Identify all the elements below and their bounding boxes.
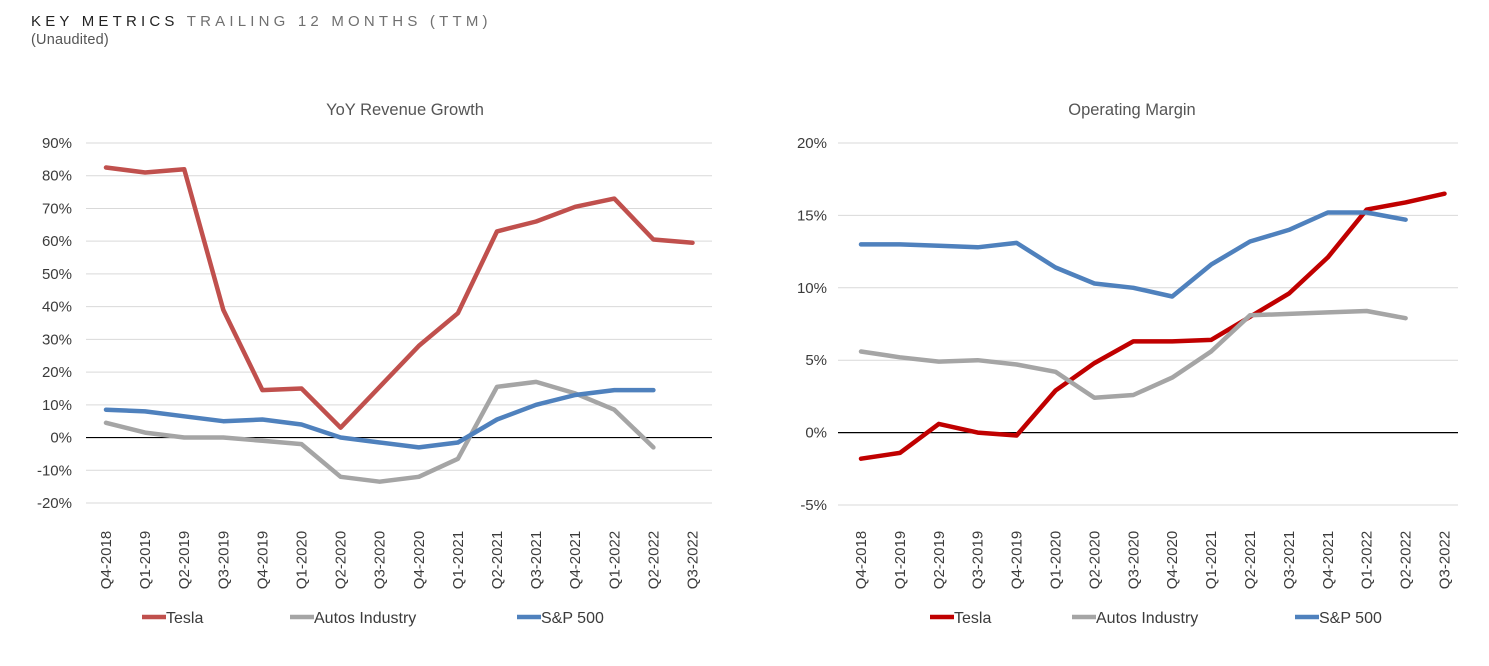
chart2-x-tick-label: Q2-2020: [1086, 531, 1103, 589]
chart2-x-tick-label: Q3-2019: [970, 531, 987, 589]
chart2-x-tick-label: Q1-2021: [1203, 531, 1220, 589]
chart2-x-tick-label: Q2-2022: [1398, 531, 1415, 589]
chart1-y-tick-label: -20%: [37, 495, 72, 512]
chart2-legend-label-s-p-500: S&P 500: [1319, 610, 1382, 627]
chart1-y-tick-label: 10%: [42, 397, 72, 414]
chart1-y-tick-label: 20%: [42, 364, 72, 381]
chart1-x-tick-label: Q2-2021: [489, 531, 506, 589]
chart2-y-tick-label: 15%: [797, 207, 827, 224]
chart1-x-tick-label: Q3-2020: [372, 531, 389, 589]
chart2-operating-margin: Operating Margin 20% 15% 10% 5% 0% -5% Q4-2018 Q…: [797, 101, 1458, 627]
chart1-y-tick-label: -10%: [37, 462, 72, 479]
chart1-y-tick-label: 40%: [42, 299, 72, 316]
chart2-x-tick-label: Q4-2018: [853, 531, 870, 589]
chart1-x-tick-label: Q4-2020: [411, 531, 428, 589]
chart2-x-tick-label: Q1-2020: [1048, 531, 1065, 589]
chart1-y-tick-label: 70%: [42, 200, 72, 217]
chart1-x-tick-label: Q2-2020: [333, 531, 350, 589]
chart2-y-tick-label: 10%: [797, 280, 827, 297]
chart2-x-tick-label: Q2-2019: [931, 531, 948, 589]
report-title-light: TRAILING 12 MONTHS (TTM): [186, 13, 492, 30]
chart2-legend-label-autos-industry: Autos Industry: [1096, 610, 1198, 627]
chart2-x-tick-label: Q1-2019: [892, 531, 909, 589]
chart1-legend-label-tesla: Tesla: [166, 610, 203, 627]
chart2-x-tick-label: Q3-2022: [1437, 531, 1454, 589]
chart1-y-tick-label: 0%: [50, 430, 72, 447]
chart1-x-tick-label: Q4-2021: [567, 531, 584, 589]
chart2-y-tick-label: 0%: [805, 425, 827, 442]
chart2-legend-label-tesla: Tesla: [954, 610, 991, 627]
chart1-y-tick-label: 50%: [42, 266, 72, 283]
report-title: KEY METRICS TRAILING 12 MONTHS (TTM): [31, 13, 492, 30]
chart1-x-tick-label: Q2-2022: [645, 531, 662, 589]
chart2-y-tick-label: 20%: [797, 135, 827, 152]
report-subtitle: (Unaudited): [31, 32, 109, 48]
chart1-x-tick-label: Q1-2022: [606, 531, 623, 589]
chart2-x-tick-label: Q4-2020: [1164, 531, 1181, 589]
chart1-x-tick-label: Q1-2019: [137, 531, 154, 589]
chart1-x-tick-label: Q4-2018: [98, 531, 115, 589]
chart2-x-tick-label: Q4-2019: [1009, 531, 1026, 589]
chart1-yoy-revenue-growth: YoY Revenue Growth 90% 80% 70% 60% 50% 40% 30% 2…: [37, 101, 712, 627]
chart1-series-s-p-500: [103, 387, 656, 450]
chart1-y-tick-label: 80%: [42, 168, 72, 185]
chart2-title: Operating Margin: [1068, 101, 1195, 119]
chart1-x-tick-label: Q2-2019: [176, 531, 193, 589]
chart2-y-tick-label: 5%: [805, 352, 827, 369]
chart1-x-tick-label: Q1-2021: [450, 531, 467, 589]
chart1-y-tick-label: 30%: [42, 331, 72, 348]
report-title-strong: KEY METRICS: [31, 13, 179, 30]
chart1-x-tick-label: Q3-2022: [685, 531, 702, 589]
chart2-series-s-p-500: [858, 210, 1408, 299]
chart2-y-tick-label: -5%: [800, 497, 827, 514]
chart2-x-tick-label: Q2-2021: [1242, 531, 1259, 589]
chart2-x-tick-label: Q4-2021: [1320, 531, 1337, 589]
chart1-x-tick-label: Q1-2020: [294, 531, 311, 589]
chart1-title: YoY Revenue Growth: [326, 101, 484, 119]
chart1-x-tick-label: Q3-2019: [215, 531, 232, 589]
chart2-x-tick-label: Q3-2021: [1281, 531, 1298, 589]
chart1-x-tick-label: Q3-2021: [528, 531, 545, 589]
chart2-series-tesla: [858, 191, 1447, 461]
chart1-series-autos-industry: [103, 379, 656, 484]
chart2-x-tick-label: Q1-2022: [1359, 531, 1376, 589]
report-header: KEY METRICS TRAILING 12 MONTHS (TTM) (Un…: [31, 13, 492, 48]
chart1-y-tick-label: 60%: [42, 233, 72, 250]
chart2-series-autos-industry: [858, 308, 1408, 401]
chart1-legend-label-autos-industry: Autos Industry: [314, 610, 416, 627]
chart1-legend-label-s-p-500: S&P 500: [541, 610, 604, 627]
chart1-y-tick-label: 90%: [42, 135, 72, 152]
chart1-series-tesla: [103, 165, 695, 430]
chart1-x-tick-label: Q4-2019: [254, 531, 271, 589]
chart2-x-tick-label: Q3-2020: [1125, 531, 1142, 589]
